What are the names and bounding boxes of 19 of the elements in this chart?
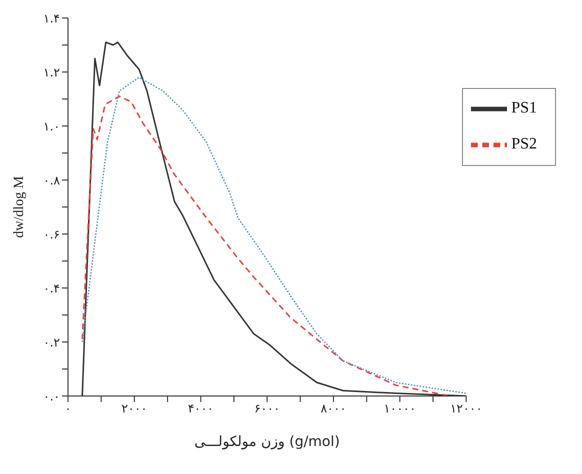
x-tick-label: ۲۰۰۰ [121,402,148,416]
y-tick-label: ۰.۰ [43,389,60,404]
y-tick-label: ۰.۴ [43,281,60,296]
y-tick-label: ۰.۲ [43,335,60,350]
x-tick-label: ۱۰۰۰۰ [384,402,416,416]
y-tick-label: ۰.۶ [43,227,60,242]
x-tick-label: ۶۰۰۰ [254,402,280,416]
y-tick-label: ۱.۴ [43,11,60,26]
y-tick-label: ۱.۰ [43,119,60,134]
y-tick-label: ۰.۸ [43,173,61,188]
x-tick-label: ۴۰۰۰ [188,402,214,416]
x-tick-label: ۰ [64,402,72,416]
x-tick-label: ۸۰۰۰ [320,402,346,416]
legend-label: PS1 [511,100,537,117]
y-axis-title: dw/dlog M [12,176,27,238]
y-tick-label: ۱.۲ [43,65,60,80]
x-axis-title: وزن مولکولـــی (g/mol) [194,434,340,450]
x-tick-label: ۱۲۰۰۰ [450,402,482,416]
legend-label: PS2 [511,136,537,153]
